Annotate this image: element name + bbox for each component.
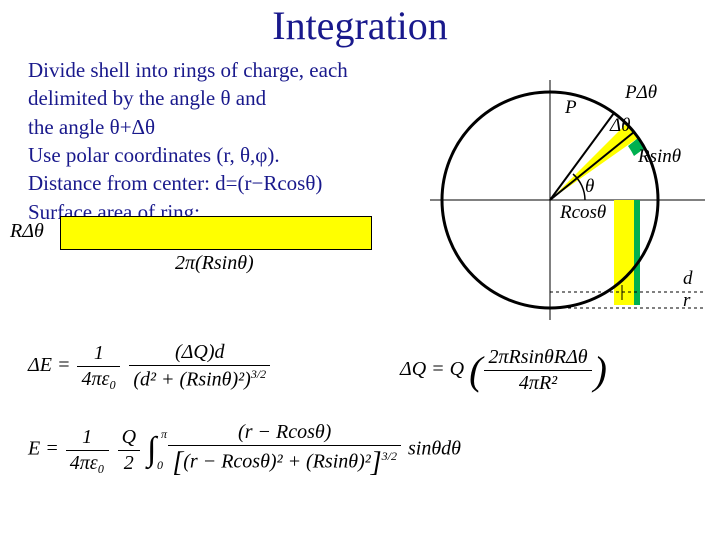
- E-num: (r − Rcosθ): [168, 420, 401, 446]
- label-theta: θ: [585, 176, 594, 198]
- E-lhs: E =: [28, 438, 59, 460]
- dQ-num: 2πRsinθRΔθ: [484, 345, 591, 371]
- line2: the angle θ+Δθ: [28, 115, 155, 139]
- label-Rcos: Rcosθ: [560, 202, 606, 224]
- Q2-den: 2: [118, 451, 140, 476]
- dQ-lhs: ΔQ = Q: [400, 358, 464, 380]
- label-d: d: [683, 268, 693, 290]
- circle-diagram: P PΔθ Δθ Rsinθ θ Rcosθ d r: [400, 60, 720, 340]
- rect-caption: 2π(Rsinθ): [175, 252, 254, 275]
- int-hi: π: [161, 427, 167, 442]
- integral-sign: ∫π0: [147, 431, 156, 469]
- k-num2: 1: [66, 425, 109, 451]
- k-den2: 4πε₀: [66, 451, 109, 476]
- page-title: Integration: [0, 2, 720, 49]
- dE-exp: 3/2: [251, 367, 266, 381]
- yellow-rectangle: [60, 216, 372, 250]
- description-text: Divide shell into rings of charge, each …: [28, 56, 398, 226]
- line4: Distance from center: d=(r−Rcosθ): [28, 171, 322, 195]
- k-num: 1: [77, 341, 120, 367]
- k-den: 4πε₀: [77, 367, 120, 392]
- eq-dE: ΔE = 14πε₀ (ΔQ)d (d² + (Rsinθ)²)3/2: [28, 340, 272, 393]
- eq-E: E = 14πε₀ Q2 ∫π0 (r − Rcosθ)[(r − Rcosθ)…: [28, 420, 461, 480]
- rect-left-label: RΔθ: [10, 220, 44, 243]
- diagram-svg: [400, 60, 720, 340]
- E-tail: sinθdθ: [408, 438, 461, 460]
- label-P: P: [565, 97, 577, 119]
- dQ-den: 4πR²: [484, 371, 591, 396]
- label-Pdtheta: PΔθ: [625, 82, 657, 104]
- int-lo: 0: [157, 458, 163, 473]
- line1: Divide shell into rings of charge, each …: [28, 58, 348, 110]
- dE-num: (ΔQ)d: [129, 340, 270, 366]
- E-den: (r − Rcosθ)² + (Rsinθ)²: [183, 451, 371, 473]
- label-Rsin: Rsinθ: [638, 146, 681, 168]
- E-exp: 3/2: [382, 449, 397, 463]
- label-dtheta: Δθ: [610, 115, 630, 137]
- label-r: r: [683, 290, 690, 312]
- dE-den: (d² + (Rsinθ)²): [133, 369, 251, 391]
- eq-dQ: ΔQ = Q (2πRsinθRΔθ4πR²): [400, 345, 607, 396]
- dE-lhs: ΔE =: [28, 354, 70, 376]
- Q2-num: Q: [118, 425, 140, 451]
- line3: Use polar coordinates (r, θ,φ).: [28, 143, 280, 167]
